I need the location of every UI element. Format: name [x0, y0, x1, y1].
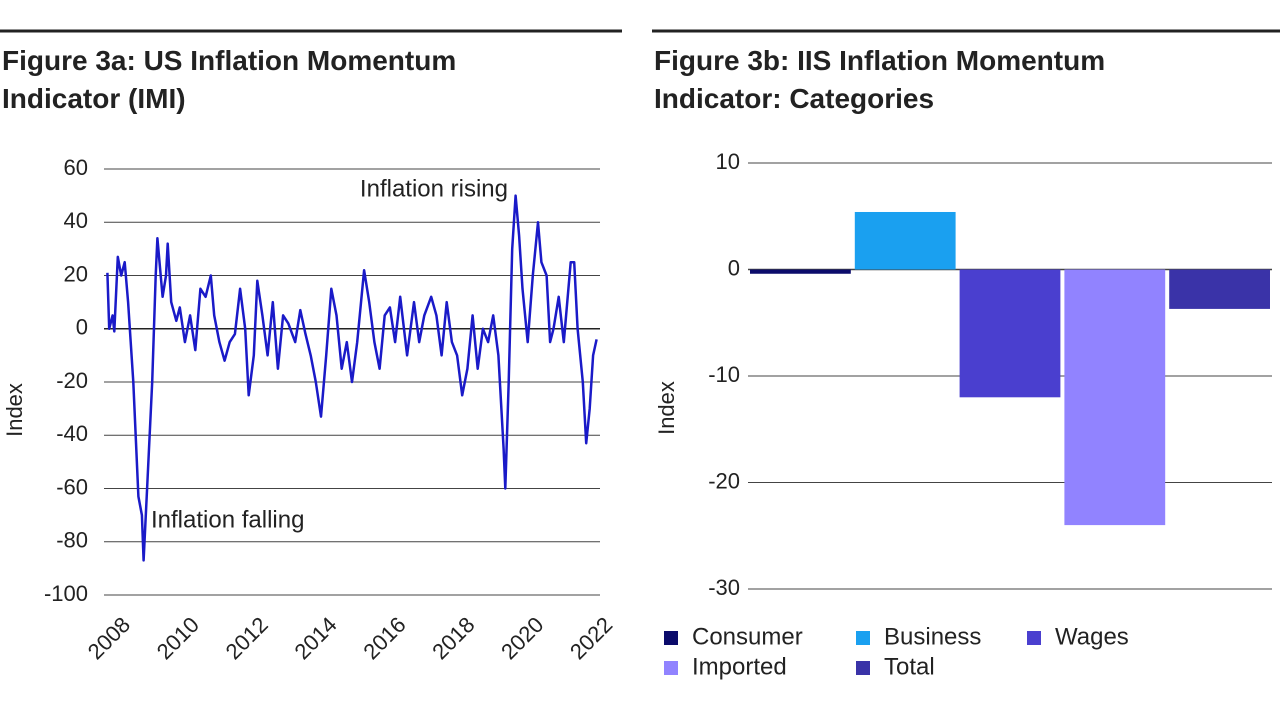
chart-title: Figure 3b: IIS Inflation Momentum Indica…	[654, 45, 1106, 114]
y-tick-label: 0	[728, 255, 740, 280]
legend-label: Wages	[1055, 623, 1129, 650]
bar	[750, 269, 851, 274]
legend-swatch	[664, 631, 678, 645]
y-tick-label: -100	[44, 581, 88, 606]
y-tick-label: -10	[708, 362, 740, 387]
y-tick-label: -30	[708, 575, 740, 600]
y-tick-label: -20	[708, 468, 740, 493]
y-tick-label: -40	[56, 421, 88, 446]
y-tick-label: -20	[56, 368, 88, 393]
bar	[959, 269, 1061, 398]
line-series	[106, 194, 598, 562]
y-tick-label: 60	[64, 155, 88, 180]
y-tick-label: 40	[64, 208, 88, 233]
annotation: Inflation rising	[360, 175, 508, 202]
x-tick-label: 2014	[289, 612, 341, 664]
legend-swatch	[664, 661, 678, 675]
bar	[1064, 269, 1166, 526]
y-tick-label: 0	[76, 315, 88, 340]
y-axis-label: Index	[2, 383, 27, 437]
legend-label: Imported	[692, 653, 787, 680]
legend-label: Total	[884, 653, 935, 680]
x-tick-label: 2022	[565, 612, 617, 664]
x-tick-label: 2020	[496, 612, 548, 664]
y-tick-label: -60	[56, 474, 88, 499]
chart-title: Figure 3a: US Inflation Momentum Indicat…	[2, 45, 457, 114]
y-tick-label: 20	[64, 261, 88, 286]
x-tick-label: 2010	[152, 612, 204, 664]
y-axis-label: Index	[654, 381, 679, 435]
bar	[1169, 269, 1270, 309]
legend-label: Business	[884, 623, 981, 650]
bar	[854, 211, 956, 270]
legend-label: Consumer	[692, 623, 803, 650]
x-tick-label: 2008	[83, 612, 135, 664]
y-tick-label: 10	[716, 149, 740, 174]
y-tick-label: -80	[56, 528, 88, 553]
x-tick-label: 2018	[427, 612, 479, 664]
x-tick-label: 2016	[358, 612, 410, 664]
annotation: Inflation falling	[151, 506, 304, 533]
x-tick-label: 2012	[221, 612, 273, 664]
legend-swatch	[856, 631, 870, 645]
legend-swatch	[856, 661, 870, 675]
legend-swatch	[1027, 631, 1041, 645]
